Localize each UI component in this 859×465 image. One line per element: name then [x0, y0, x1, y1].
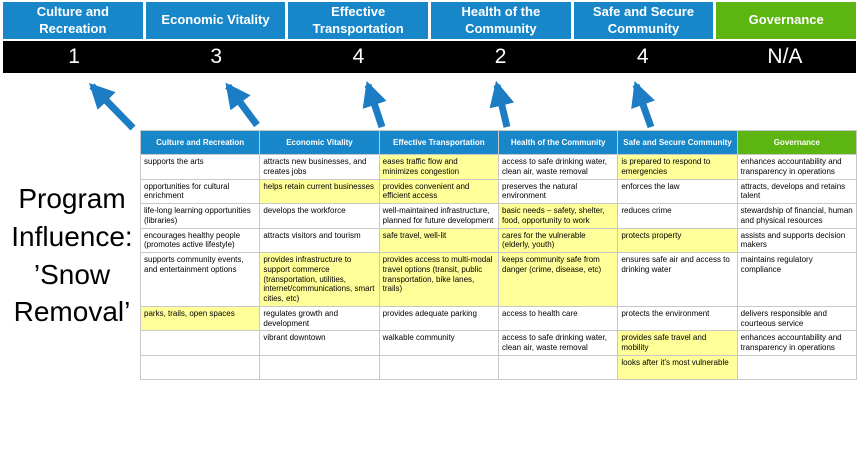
pillar-score-safe-and-secure-community: 4	[636, 45, 649, 68]
matrix-cell: keeps community safe from danger (crime,…	[499, 253, 619, 307]
matrix-cell	[141, 331, 261, 356]
matrix-cell: provides safe travel and mobility	[618, 331, 738, 356]
matrix-column-header-economic-vitality: Economic Vitality	[260, 131, 380, 155]
matrix-column-header-effective-transportation: Effective Transportation	[379, 131, 499, 155]
matrix-cell: helps retain current businesses	[260, 179, 380, 204]
matrix-column-header-governance: Governance	[737, 131, 857, 155]
matrix-cell: attracts visitors and tourism	[260, 228, 380, 253]
matrix-cell: reduces crime	[618, 204, 738, 229]
matrix-column-header-culture-and-recreation: Culture and Recreation	[141, 131, 261, 155]
pillar-score-economic-vitality: 3	[210, 45, 223, 68]
matrix-cell	[499, 355, 619, 380]
pillar-header-effective-transportation: Effective Transportation	[288, 2, 428, 39]
matrix-cell: life-long learning opportunities (librar…	[141, 204, 261, 229]
matrix-cell: preserves the natural environment	[499, 179, 619, 204]
matrix-cell	[260, 355, 380, 380]
matrix-cell: provides convenient and efficient access	[379, 179, 499, 204]
matrix-cell: provides adequate parking	[379, 306, 499, 332]
matrix-cell: supports the arts	[141, 155, 261, 180]
matrix-cell: walkable community	[379, 331, 499, 356]
matrix-cell	[737, 355, 857, 380]
matrix-cell: looks after it's most vulnerable	[618, 355, 738, 380]
matrix-cell: opportunities for cultural enrichment	[141, 179, 261, 204]
pillar-header-safe-and-secure-community: Safe and Secure Community	[573, 2, 714, 39]
matrix-cell: encourages healthy people (promotes acti…	[141, 228, 261, 253]
matrix-cell: is prepared to respond to emergencies	[618, 155, 738, 180]
pillar-score-health-of-the-community: 2	[494, 45, 507, 68]
up-arrow-icon	[89, 82, 136, 131]
matrix-cell: safe travel, well-lit	[379, 228, 499, 253]
matrix-cell: cares for the vulnerable (elderly, youth…	[499, 228, 619, 253]
pillar-score-culture-and-recreation: 1	[68, 45, 80, 68]
scoreboard-score-row: 1 3 4 2 4 N/A	[3, 41, 856, 73]
pillar-header-health-of-the-community: Health of the Community	[431, 2, 571, 39]
up-arrow-icon	[362, 81, 387, 129]
matrix-cell: supports community events, and entertain…	[141, 253, 261, 307]
matrix-cell: delivers responsible and courteous servi…	[737, 306, 857, 332]
matrix-cell: attracts new businesses, and creates job…	[260, 155, 380, 180]
pillar-score-effective-transportation: 4	[352, 45, 365, 68]
matrix-cell: enhances accountability and transparency…	[737, 331, 857, 356]
matrix-cell: assists and supports decision makers	[737, 228, 857, 253]
matrix-cell: parks, trails, open spaces	[141, 306, 261, 332]
matrix-column-header-health-of-the-community: Health of the Community	[499, 131, 619, 155]
matrix-cell	[141, 355, 261, 380]
matrix-cell: access to safe drinking water, clean air…	[499, 331, 619, 356]
matrix-cell: access to safe drinking water, clean air…	[499, 155, 619, 180]
matrix-cell: basic needs – safety, shelter, food, opp…	[499, 204, 619, 229]
matrix-cell: stewardship of financial, human and phys…	[737, 204, 857, 229]
matrix-cell: enforces the law	[618, 179, 738, 204]
matrix-cell: enhances accountability and transparency…	[737, 155, 857, 180]
matrix-cell: maintains regulatory compliance	[737, 253, 857, 307]
up-arrows	[89, 80, 655, 131]
matrix-cell: protects property	[618, 228, 738, 253]
matrix-cell: vibrant downtown	[260, 331, 380, 356]
scoreboard-header-row: Culture and Recreation Economic Vitality E…	[3, 2, 856, 39]
matrix-cell: eases traffic flow and minimizes congest…	[379, 155, 499, 180]
up-arrow-icon	[631, 81, 655, 129]
matrix-cell: well-maintained infrastructure, planned …	[379, 204, 499, 229]
matrix-cell: protects the environment	[618, 306, 738, 332]
matrix-cell: provides infrastructure to support comme…	[260, 253, 380, 307]
matrix-cell: provides access to multi-modal travel op…	[379, 253, 499, 307]
matrix-cell: access to health care	[499, 306, 619, 332]
pillar-header-economic-vitality: Economic Vitality	[145, 2, 286, 39]
matrix-cell: attracts, develops and retains talent	[737, 179, 857, 204]
matrix-column-header-safe-and-secure-community: Safe and Secure Community	[618, 131, 738, 155]
matrix-cell	[379, 355, 499, 380]
matrix-cell: ensures safe air and access to drinking …	[618, 253, 738, 307]
influence-matrix: Culture and Recreation Economic Vitality E…	[140, 130, 857, 380]
pillar-header-governance: Governance	[716, 2, 856, 39]
up-arrow-icon	[489, 80, 515, 128]
pillar-score-governance: N/A	[767, 45, 803, 68]
program-title: Program Influence: ’Snow Removal’	[11, 183, 133, 328]
matrix-cell: regulates growth and development	[260, 306, 380, 332]
up-arrow-icon	[225, 82, 260, 128]
pillar-header-culture-and-recreation: Culture and Recreation	[3, 2, 143, 39]
matrix-cell: develops the workforce	[260, 204, 380, 229]
